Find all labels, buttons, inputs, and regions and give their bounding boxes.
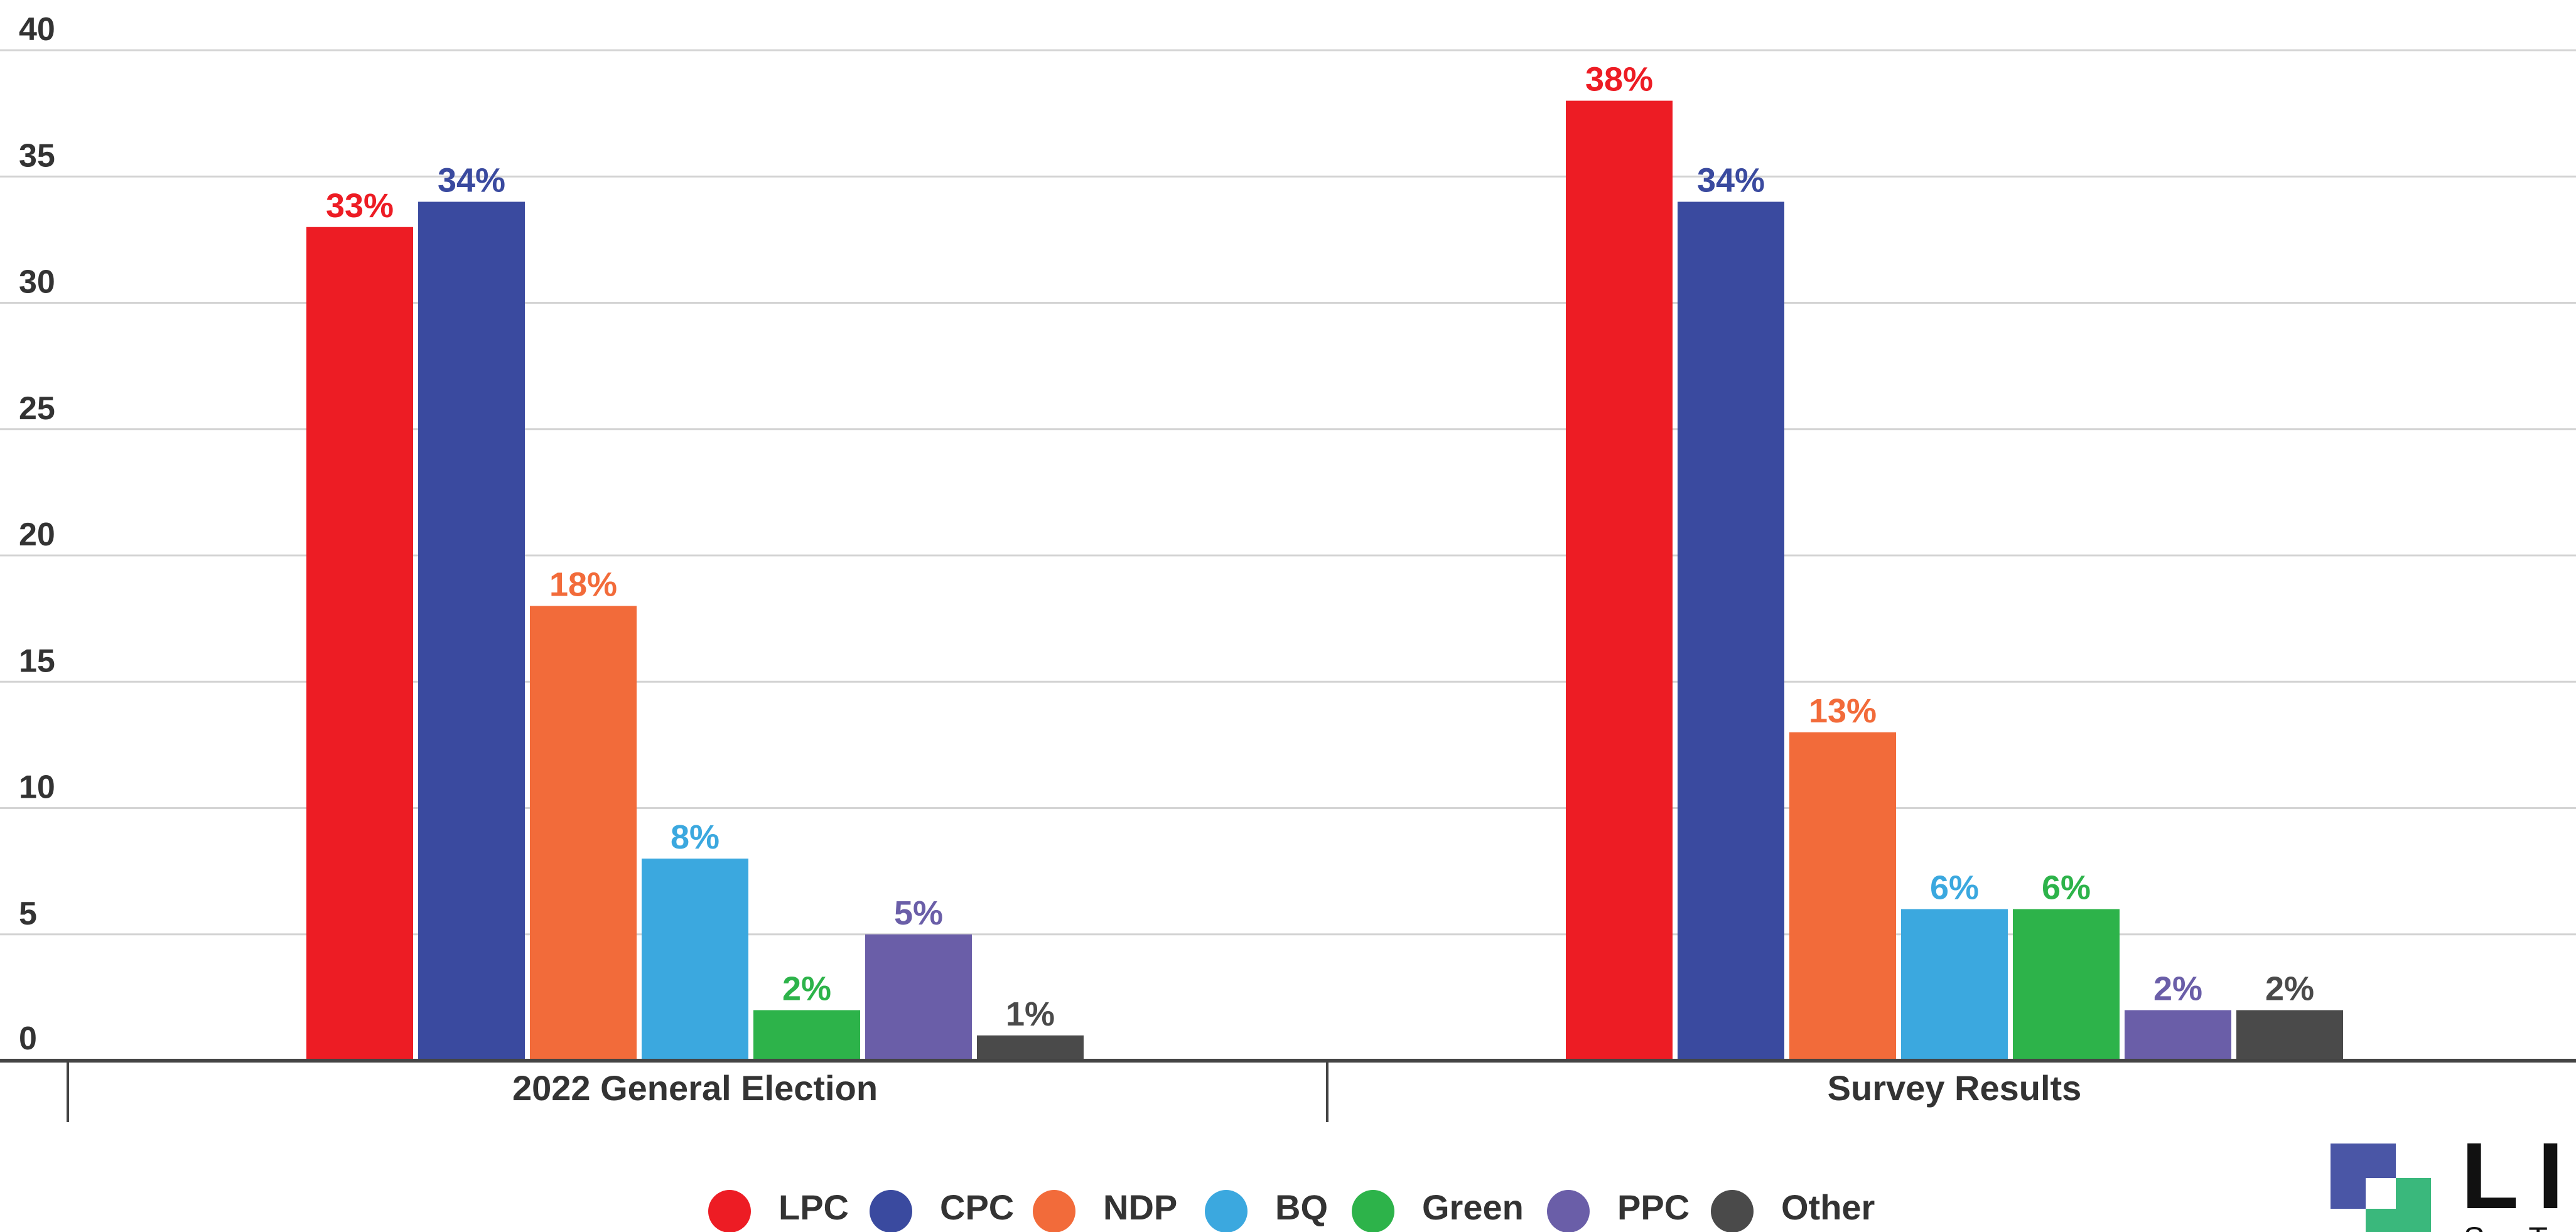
data-label: 38% bbox=[1585, 61, 1653, 99]
bar-green bbox=[753, 1010, 860, 1061]
data-label: 34% bbox=[1697, 162, 1765, 200]
y-tick-label: 10 bbox=[19, 769, 55, 806]
y-tick-label: 0 bbox=[19, 1020, 37, 1057]
data-label: 18% bbox=[549, 566, 617, 604]
data-label: 1% bbox=[1006, 995, 1055, 1033]
legend-label: BQ bbox=[1275, 1187, 1328, 1227]
y-tick-label: 20 bbox=[19, 517, 55, 553]
bars bbox=[306, 100, 2343, 1061]
data-labels: 33% 34% 18% 8% 2% 5% 1% 38% 34% 13% 6% 6% 2% 2% bbox=[326, 61, 2314, 1033]
legend-marker-green bbox=[1352, 1190, 1394, 1232]
data-label: 2% bbox=[2265, 970, 2314, 1008]
legend-marker-ndp bbox=[1033, 1190, 1075, 1232]
data-label: 2% bbox=[782, 970, 831, 1008]
bar-ndp bbox=[1789, 732, 1896, 1061]
data-label: 33% bbox=[326, 187, 394, 225]
company-logo: LIA STR bbox=[2331, 1123, 2576, 1232]
data-label: 5% bbox=[894, 894, 943, 932]
x-category-label: 2022 General Election bbox=[512, 1068, 878, 1108]
legend-label: PPC bbox=[1617, 1187, 1689, 1227]
group-labels: 2022 General Election Survey Results bbox=[512, 1068, 2081, 1108]
legend-label: Green bbox=[1422, 1187, 1524, 1227]
legend-label: NDP bbox=[1103, 1187, 1177, 1227]
legend-marker-bq bbox=[1205, 1190, 1248, 1232]
y-axis-ticks: 0 5 10 15 20 25 30 35 40 bbox=[19, 11, 55, 1057]
bar-cpc bbox=[418, 201, 525, 1061]
y-tick-label: 5 bbox=[19, 896, 37, 932]
y-tick-label: 40 bbox=[19, 11, 55, 48]
y-tick-label: 30 bbox=[19, 264, 55, 301]
data-label: 34% bbox=[438, 162, 505, 200]
y-tick-label: 15 bbox=[19, 643, 55, 679]
data-label: 6% bbox=[1930, 869, 1979, 907]
logo-square-gap bbox=[2366, 1178, 2396, 1209]
legend-label: Other bbox=[1781, 1187, 1875, 1227]
data-label: 13% bbox=[1809, 692, 1877, 730]
logo-text-sub: STR bbox=[2464, 1221, 2576, 1232]
legend-label: LPC bbox=[779, 1187, 849, 1227]
legend-marker-other bbox=[1711, 1190, 1754, 1232]
bar-lpc bbox=[306, 227, 413, 1061]
x-axis bbox=[0, 1059, 2576, 1122]
bar-bq bbox=[642, 859, 748, 1061]
bar-other bbox=[977, 1035, 1084, 1061]
bar-ppc bbox=[865, 934, 972, 1061]
legend-label: CPC bbox=[940, 1187, 1014, 1227]
bar-cpc bbox=[1678, 201, 1784, 1061]
bar-ndp bbox=[530, 606, 637, 1061]
data-label: 6% bbox=[2042, 869, 2091, 907]
bar-bq bbox=[1901, 909, 2008, 1061]
y-tick-label: 35 bbox=[19, 137, 55, 174]
data-label: 2% bbox=[2153, 970, 2202, 1008]
legend-marker-cpc bbox=[870, 1190, 912, 1232]
y-tick-label: 25 bbox=[19, 390, 55, 427]
bar-other bbox=[2236, 1010, 2343, 1061]
bar-lpc bbox=[1566, 100, 1673, 1061]
bar-green bbox=[2013, 909, 2120, 1061]
legend-marker-lpc bbox=[708, 1190, 751, 1232]
logo-text-main: LIA bbox=[2461, 1123, 2576, 1228]
bar-ppc bbox=[2125, 1010, 2231, 1061]
data-label: 8% bbox=[671, 818, 719, 856]
legend-marker-ppc bbox=[1547, 1190, 1590, 1232]
x-category-label: Survey Results bbox=[1828, 1068, 2082, 1108]
legend: LPC CPC NDP BQ Green PPC Other bbox=[708, 1187, 1875, 1232]
